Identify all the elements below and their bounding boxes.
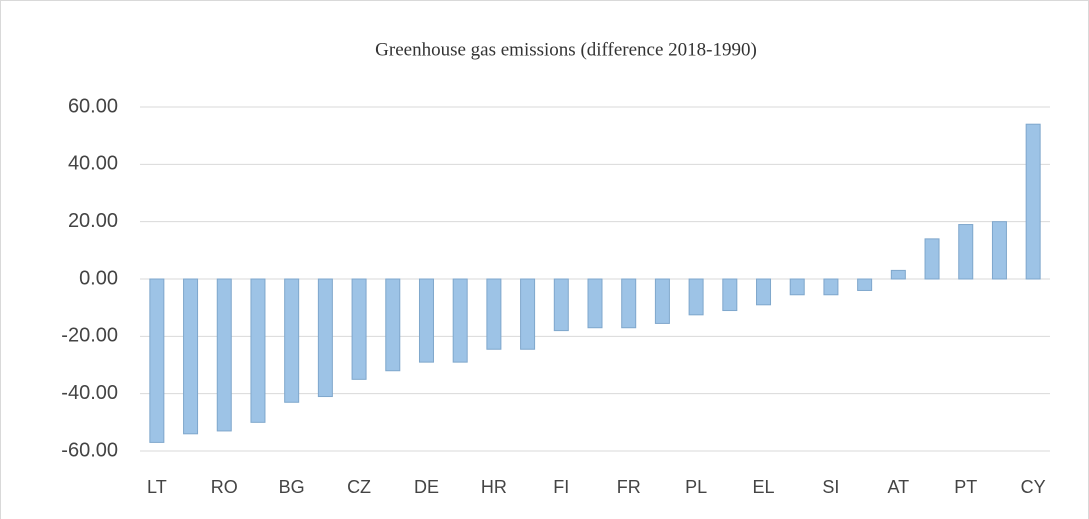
bar xyxy=(385,278,401,372)
x-tick-label: BG xyxy=(279,477,305,497)
bar xyxy=(857,278,873,291)
x-tick-label: EL xyxy=(753,477,775,497)
x-tick-label: LT xyxy=(147,477,167,497)
bar xyxy=(452,278,468,363)
y-tick-label: 40.00 xyxy=(68,153,118,175)
bar xyxy=(756,278,772,306)
bar xyxy=(722,278,738,312)
x-tick-label: CY xyxy=(1021,477,1046,497)
y-tick-label: -40.00 xyxy=(61,382,118,404)
x-tick-label: FR xyxy=(617,477,641,497)
bar xyxy=(789,278,805,296)
bar xyxy=(284,278,300,403)
x-tick-label: RO xyxy=(211,477,238,497)
bar xyxy=(418,278,434,363)
bar xyxy=(149,278,165,443)
bar xyxy=(654,278,670,324)
y-tick-label: 20.00 xyxy=(68,210,118,232)
bar xyxy=(958,224,974,280)
x-tick-label: DE xyxy=(414,477,439,497)
bar xyxy=(823,278,839,296)
chart-title: Greenhouse gas emissions (difference 201… xyxy=(375,39,757,60)
bar xyxy=(621,278,637,329)
y-tick-label: -20.00 xyxy=(61,325,118,347)
bar xyxy=(688,278,704,316)
x-tick-label: AT xyxy=(887,477,909,497)
bar xyxy=(890,269,906,280)
x-tick-label: FI xyxy=(553,477,569,497)
bar xyxy=(250,278,266,423)
bar xyxy=(317,278,333,398)
bar xyxy=(183,278,199,435)
x-tick-label: HR xyxy=(481,477,507,497)
bar xyxy=(991,221,1007,280)
bar xyxy=(553,278,569,332)
x-tick-label: PL xyxy=(685,477,707,497)
x-tick-label: SI xyxy=(822,477,839,497)
bar xyxy=(587,278,603,329)
bar xyxy=(486,278,502,350)
bar xyxy=(216,278,232,432)
x-tick-label: CZ xyxy=(347,477,371,497)
bar xyxy=(1025,123,1041,280)
bar xyxy=(351,278,367,380)
bar xyxy=(520,278,536,350)
x-tick-label: PT xyxy=(954,477,977,497)
y-tick-label: 60.00 xyxy=(68,95,118,117)
bar xyxy=(924,238,940,280)
y-tick-label: 0.00 xyxy=(79,267,118,289)
y-tick-label: -60.00 xyxy=(61,439,118,461)
